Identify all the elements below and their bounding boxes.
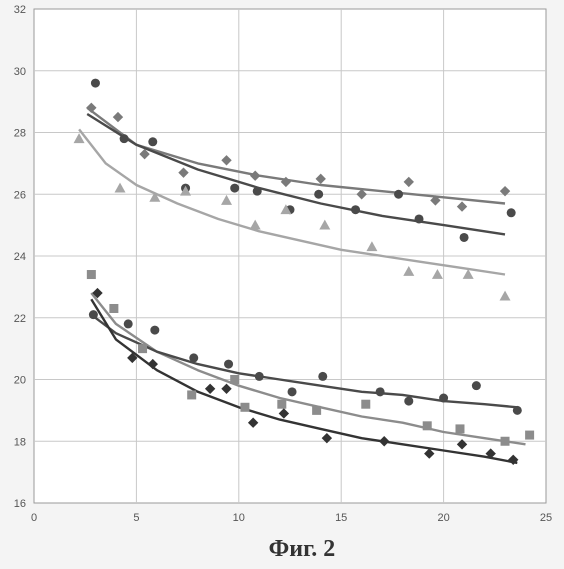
y-tick-label: 16: [14, 498, 26, 510]
x-tick-label: 25: [540, 512, 552, 524]
y-tick-label: 18: [14, 436, 26, 448]
data-point-circle: [124, 319, 133, 328]
data-point-circle: [89, 310, 98, 319]
data-point-circle: [230, 184, 239, 193]
data-point-circle: [404, 397, 413, 406]
y-tick-label: 20: [14, 375, 26, 387]
data-point-square: [501, 437, 510, 446]
data-point-square: [109, 304, 118, 313]
figure-caption: Фиг. 2: [269, 536, 336, 562]
data-point-circle: [351, 205, 360, 214]
data-point-circle: [288, 387, 297, 396]
data-point-circle: [120, 134, 129, 143]
data-point-circle: [150, 326, 159, 335]
y-tick-label: 26: [14, 189, 26, 201]
data-point-square: [230, 375, 239, 384]
data-point-circle: [189, 353, 198, 362]
data-point-circle: [148, 137, 157, 146]
y-tick-label: 24: [14, 251, 26, 263]
data-point-circle: [460, 233, 469, 242]
data-point-circle: [394, 190, 403, 199]
x-tick-label: 10: [233, 512, 245, 524]
data-point-circle: [314, 190, 323, 199]
y-tick-label: 22: [14, 313, 26, 325]
x-tick-label: 15: [335, 512, 347, 524]
y-tick-label: 28: [14, 128, 26, 140]
x-tick-label: 20: [437, 512, 449, 524]
data-point-square: [525, 431, 534, 440]
data-point-circle: [472, 381, 481, 390]
data-point-square: [277, 400, 286, 409]
data-point-square: [312, 406, 321, 415]
data-point-circle: [376, 387, 385, 396]
data-point-circle: [91, 79, 100, 88]
data-point-square: [187, 390, 196, 399]
y-tick-label: 32: [14, 4, 26, 16]
y-tick-label: 30: [14, 66, 26, 78]
data-point-circle: [507, 208, 516, 217]
x-tick-label: 5: [133, 512, 139, 524]
data-point-square: [455, 424, 464, 433]
data-point-circle: [255, 372, 264, 381]
x-tick-label: 0: [31, 512, 37, 524]
y-tick-labels: 16 18 20 22 24 26 28 30 32: [14, 4, 26, 510]
data-point-circle: [415, 214, 424, 223]
data-point-square: [361, 400, 370, 409]
data-point-circle: [318, 372, 327, 381]
data-point-circle: [513, 406, 522, 415]
data-point-square: [240, 403, 249, 412]
data-point-circle: [253, 187, 262, 196]
x-tick-labels: 0 5 10 15 20 25: [31, 512, 552, 524]
data-point-square: [138, 344, 147, 353]
data-point-square: [87, 270, 96, 279]
data-point-circle: [439, 394, 448, 403]
data-point-square: [423, 421, 432, 430]
data-point-circle: [224, 360, 233, 369]
